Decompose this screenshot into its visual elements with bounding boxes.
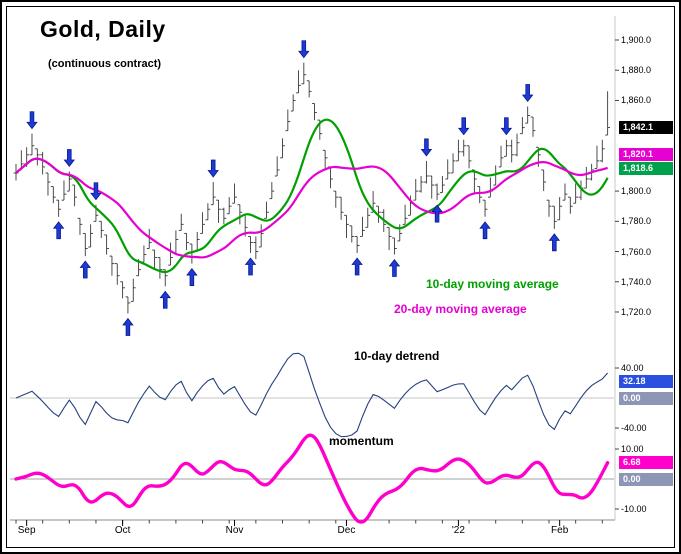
momentum-line bbox=[14, 433, 610, 524]
month-label-Nov: Nov bbox=[225, 525, 244, 536]
momentum-tick-label: -10.00 bbox=[621, 504, 647, 514]
month-label-Oct: Oct bbox=[114, 525, 131, 536]
axis-badge-ma10-value: 1,818.6 bbox=[619, 162, 673, 176]
price-tick-label: 1,900.0 bbox=[621, 35, 652, 45]
ma10-line bbox=[15, 118, 609, 274]
price-tick-label: 1,740.0 bbox=[621, 276, 652, 287]
axis-badge-detrend-last: 32.18 bbox=[619, 374, 673, 388]
price-tick-label: 1,880.0 bbox=[621, 65, 652, 76]
month-label-Feb: Feb bbox=[551, 525, 569, 536]
month-label-22: '22 bbox=[451, 525, 465, 536]
month-label-Dec: Dec bbox=[337, 525, 356, 536]
momentum-panel-label: momentum bbox=[329, 434, 394, 448]
price-tick-label: 1,860.0 bbox=[621, 95, 652, 106]
detrend-tick-label: -40.00 bbox=[621, 423, 647, 433]
sell-arrows bbox=[26, 40, 534, 201]
chart-title: Gold, Daily bbox=[40, 16, 166, 42]
price-bars bbox=[13, 62, 611, 314]
price-tick-label: 1,780.0 bbox=[621, 216, 652, 227]
price-tick-label: 1,760.0 bbox=[621, 246, 652, 257]
detrend-tick-label: 40.00 bbox=[621, 363, 644, 373]
legend-ma20: 20-day moving average bbox=[394, 302, 527, 316]
detrend-panel-label: 10-day detrend bbox=[354, 349, 440, 363]
axis-badge-momentum-last: 6.68 bbox=[619, 455, 673, 469]
buy-arrows bbox=[52, 204, 561, 336]
axis-badge-momentum-zero: 0.00 bbox=[619, 472, 673, 486]
axis-badge-ma20-value: 1,820.1 bbox=[619, 148, 673, 162]
ma20-line bbox=[15, 157, 608, 259]
momentum-tick-label: 10.00 bbox=[621, 444, 644, 454]
detrend-line bbox=[15, 352, 609, 438]
price-tick-label: 1,720.0 bbox=[621, 306, 652, 317]
month-label-Sep: Sep bbox=[17, 525, 36, 536]
axis-badge-last-price: 1,842.1 bbox=[619, 120, 673, 134]
price-tick-label: 1,800.0 bbox=[621, 186, 652, 197]
axis-badge-detrend-zero: 0.00 bbox=[619, 391, 673, 405]
chart-subtitle: (continuous contract) bbox=[48, 58, 162, 70]
legend-ma10: 10-day moving average bbox=[426, 277, 559, 291]
